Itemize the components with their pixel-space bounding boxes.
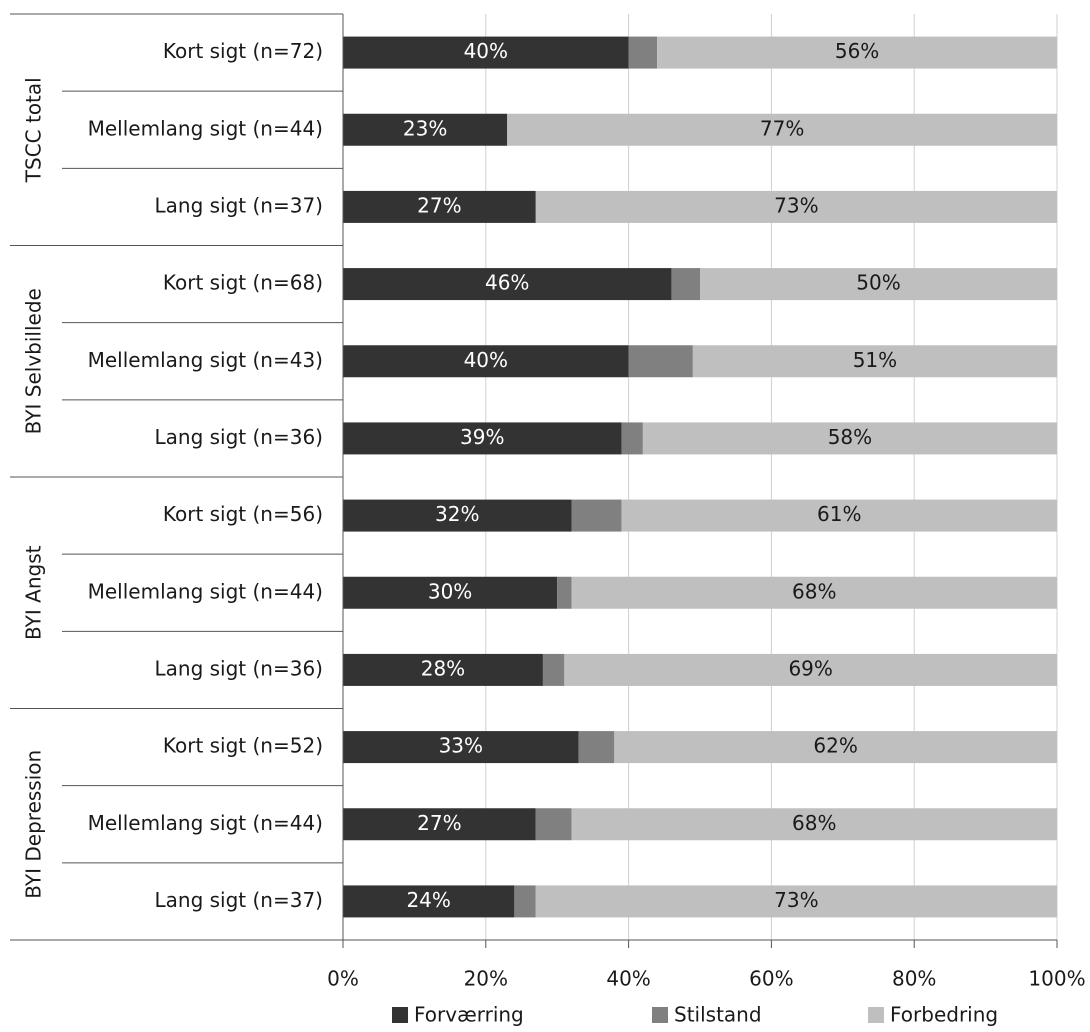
data-label: 56% [835,39,879,63]
data-label: 23% [403,116,447,140]
data-label: 69% [788,656,832,680]
x-tick-label: 20% [464,967,508,991]
data-label: 68% [792,579,836,603]
x-tick-label: 80% [892,967,936,991]
bar-segment [692,345,1057,378]
bar-segment [343,113,508,146]
category-label: Mellemlang sigt (n=44) [88,811,323,835]
data-label: 73% [774,193,818,217]
bar-segment [343,190,536,223]
x-tick-label: 100% [1028,967,1085,991]
bar-segment [642,422,1057,455]
group-label: TSCC total [22,77,46,183]
category-label: Mellemlang sigt (n=43) [88,348,323,372]
bar-segment [343,731,579,764]
data-label: 28% [421,656,465,680]
category-label: Lang sigt (n=36) [155,656,324,680]
bar-segment [557,576,572,609]
data-label: 40% [464,39,508,63]
bar-segment [535,808,572,841]
data-label: 33% [439,734,483,758]
group-label: BYI Selvbillede [22,288,46,434]
bar-segment [343,268,672,301]
legend-label: Stilstand [674,1003,762,1027]
bar-segment [700,268,1057,301]
bar-segment [571,499,622,532]
bar-segment [514,885,536,918]
bar-segment [657,36,1057,69]
data-label: 27% [417,193,461,217]
category-label: Kort sigt (n=72) [163,39,323,63]
bar-segment [343,345,629,378]
bar-segment [343,36,629,69]
x-tick-label: 0% [327,967,359,991]
data-label: 40% [464,348,508,372]
category-label: Lang sigt (n=37) [155,193,324,217]
category-label: Kort sigt (n=68) [163,271,323,295]
bar-segment [628,345,693,378]
data-label: 46% [485,271,529,295]
category-label: Mellemlang sigt (n=44) [88,116,323,140]
legend-swatch [392,1007,408,1023]
bar-segment [343,885,515,918]
data-label: 77% [760,116,804,140]
data-label: 32% [435,502,479,526]
data-label: 30% [428,579,472,603]
bar-segment [343,808,536,841]
group-label: BYI Angst [22,545,46,640]
category-label: Mellemlang sigt (n=44) [88,579,323,603]
data-label: 62% [813,734,857,758]
bar-segment [621,499,1057,532]
legend-swatch [652,1007,668,1023]
data-label: 50% [856,271,900,295]
legend-swatch [868,1007,884,1023]
bar-segment [343,422,622,455]
bar-segment [671,268,700,301]
legend-label: Forbedring [890,1003,998,1027]
bar-segment [535,190,1057,223]
data-label: 61% [817,502,861,526]
bar-segment [535,885,1057,918]
category-label: Kort sigt (n=56) [163,502,323,526]
category-label: Lang sigt (n=36) [155,425,324,449]
bar-segment [614,731,1057,764]
legend-label: Forværring [414,1003,524,1027]
category-label: Lang sigt (n=37) [155,888,324,912]
group-label: BYI Depression [22,750,46,899]
data-label: 51% [853,348,897,372]
bar-segment [343,499,572,532]
x-tick-label: 40% [606,967,650,991]
category-label: Kort sigt (n=52) [163,734,323,758]
bar-segment [628,36,658,69]
data-label: 73% [774,888,818,912]
data-label: 58% [828,425,872,449]
x-tick-label: 60% [749,967,793,991]
data-label: 68% [792,811,836,835]
bar-segment [571,808,1057,841]
bar-segment [507,113,1058,146]
bar-segment [621,422,643,455]
data-label: 24% [406,888,450,912]
data-label: 39% [460,425,504,449]
bar-segment [343,576,558,609]
bar-segment [564,653,1057,686]
bar-segment [571,576,1057,609]
bar-segment [343,653,543,686]
bar-segment [578,731,615,764]
data-label: 27% [417,811,461,835]
bar-segment [542,653,565,686]
